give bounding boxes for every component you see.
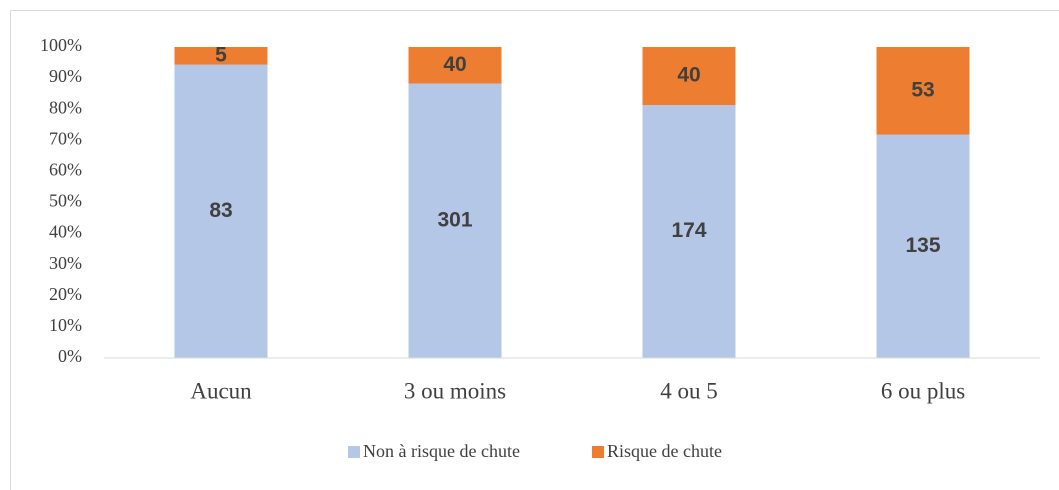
y-tick-label: 60% (49, 160, 82, 180)
legend-label: Risque de chute (607, 441, 722, 461)
legend-swatch (348, 446, 360, 458)
y-tick-label: 40% (49, 222, 82, 242)
data-label: 53 (911, 78, 934, 101)
bar-segment (408, 47, 502, 84)
data-label: 83 (209, 199, 232, 222)
data-label: 5 (215, 43, 227, 66)
data-label: 135 (905, 234, 940, 257)
x-tick-label: 6 ou plus (881, 378, 965, 403)
data-label: 301 (437, 208, 472, 231)
bar-segment (642, 47, 736, 106)
bar-segment (174, 64, 268, 358)
y-tick-label: 90% (49, 66, 82, 86)
y-tick-label: 70% (49, 128, 82, 148)
bar-segment (876, 47, 970, 135)
bar-segment (174, 47, 268, 65)
y-tick-label: 100% (40, 35, 82, 55)
legend-label: Non à risque de chute (363, 441, 520, 461)
data-label: 40 (443, 53, 466, 76)
y-tick-label: 50% (49, 191, 82, 211)
bar-segment (876, 134, 970, 358)
x-tick-label: Aucun (190, 378, 252, 403)
bar-segment (642, 105, 736, 358)
y-tick-label: 20% (49, 284, 82, 304)
x-tick-label: 3 ou moins (404, 378, 506, 403)
legend-swatch (592, 446, 604, 458)
y-tick-label: 10% (49, 315, 82, 335)
y-tick-label: 0% (58, 346, 82, 366)
y-tick-label: 30% (49, 253, 82, 273)
y-tick-label: 80% (49, 97, 82, 117)
data-label: 174 (671, 219, 706, 242)
x-tick-label: 4 ou 5 (660, 378, 718, 403)
data-label: 40 (677, 64, 700, 87)
bar-segment (408, 83, 502, 358)
chart-border (10, 10, 1059, 490)
